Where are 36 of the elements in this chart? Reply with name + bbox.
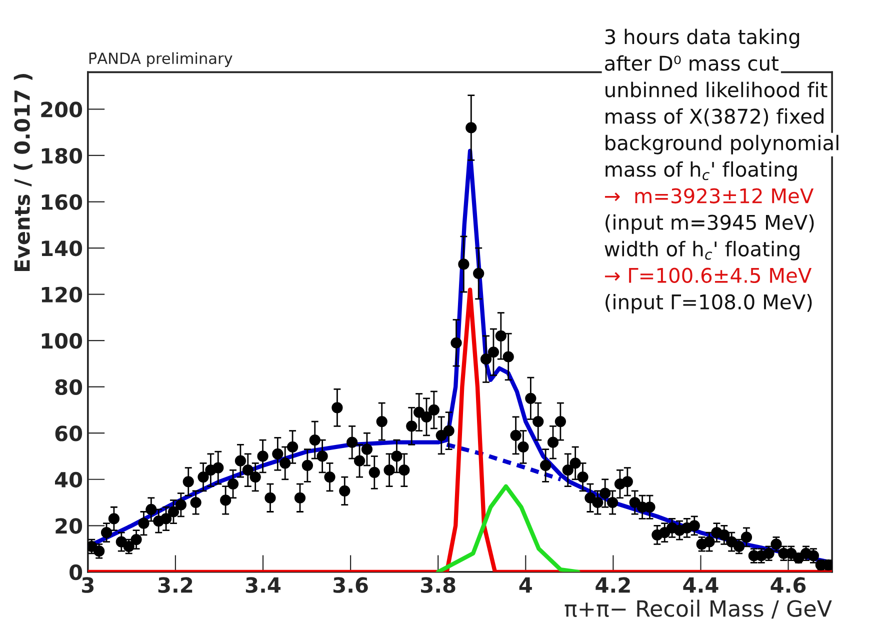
y-tick-label: 180 (42, 148, 82, 164)
y-tick-label: 120 (42, 286, 82, 303)
y-tick-label: 0 (70, 564, 82, 580)
annotation: width of h$_{c}$' floating (604, 240, 800, 260)
text: after D⁰ mass cut (605, 55, 778, 71)
text: 3 hours data taking (605, 28, 800, 48)
x-axis-title: π+π− Recoil Mass / GeV (564, 600, 832, 619)
annotation: mass of X(3872) fixed (606, 108, 824, 126)
annotation: unbinned likelihood fit (606, 82, 828, 98)
line-series (444, 442, 563, 482)
y-tick-label: 140 (42, 240, 82, 256)
annotation: → m=3923±12 MeV (604, 188, 814, 204)
annotation: (input Γ=108.0 MeV) (606, 294, 812, 314)
annotation: → Γ=100.6±4.5 MeV (604, 268, 812, 284)
annotation: (input m=3945 MeV) (606, 214, 814, 234)
y-tick-label: 60 (55, 426, 82, 442)
y-tick-label: 200 (41, 102, 82, 118)
x-tick-label: 4.2 (596, 577, 630, 593)
y-tick-label: 80 (55, 379, 82, 396)
x-tick-label: 3.6 (333, 577, 368, 593)
annotation: mass of h$_{c}$' floating (606, 161, 797, 181)
x-tick-label: 3.2 (158, 577, 192, 593)
x-tick-label: 3 (82, 577, 94, 593)
y-tick-label: 20 (56, 518, 82, 534)
x-tick-label: 3.8 (421, 577, 456, 593)
chart-title: P̄ANDA preliminary (89, 52, 232, 68)
x-tick-label: 3.4 (246, 577, 280, 593)
y-tick-label: 100 (42, 333, 82, 349)
x-tick-label: 4 (519, 577, 532, 593)
x-tick-label: 4.4 (683, 577, 718, 593)
annotation: background polynomial (606, 134, 838, 154)
line-series (436, 484, 580, 572)
y-axis-title: Events / ( 0.017 ) (14, 74, 32, 271)
y-tick-label: 40 (55, 472, 82, 488)
x-tick-label: 4.6 (770, 577, 806, 593)
y-tick-label: 160 (42, 194, 82, 210)
